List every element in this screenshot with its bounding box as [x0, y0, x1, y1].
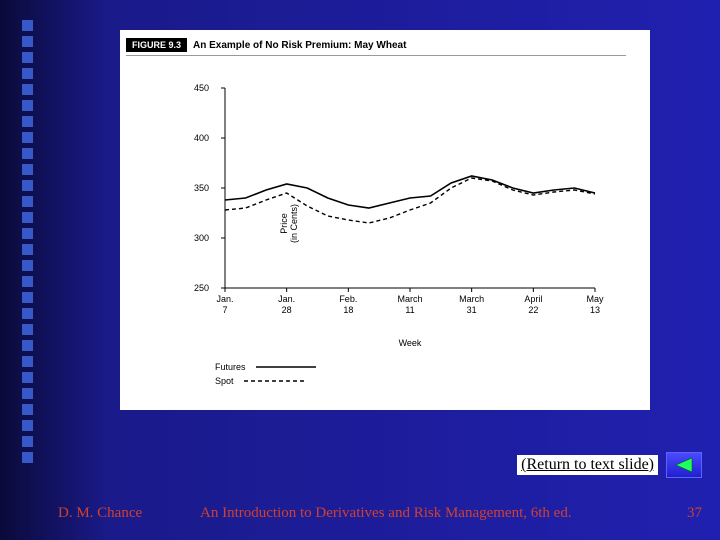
x-tick-label: Feb.18 [328, 294, 368, 316]
figure-rule [126, 55, 626, 56]
figure-header: FIGURE 9.3 An Example of No Risk Premium… [126, 36, 644, 54]
decorative-dot [22, 36, 33, 47]
footer-author: D. M. Chance [58, 505, 142, 522]
decorative-dot [22, 388, 33, 399]
decorative-dot [22, 68, 33, 79]
chart-svg [215, 78, 605, 308]
y-tick-label: 400 [181, 133, 209, 143]
legend-futures: Futures [215, 362, 316, 372]
decorative-dot [22, 356, 33, 367]
decorative-dot [22, 132, 33, 143]
y-tick-label: 350 [181, 183, 209, 193]
back-button[interactable] [666, 452, 702, 478]
decorative-dot [22, 212, 33, 223]
figure-badge: FIGURE 9.3 [126, 38, 187, 52]
y-tick-label: 300 [181, 233, 209, 243]
decorative-dot [22, 308, 33, 319]
chart-area [215, 78, 605, 308]
decorative-dot [22, 100, 33, 111]
decorative-dot [22, 180, 33, 191]
decorative-dot [22, 20, 33, 31]
x-tick-label: May13 [575, 294, 615, 316]
decorative-dots [10, 20, 50, 468]
decorative-dot [22, 292, 33, 303]
decorative-dot [22, 84, 33, 95]
decorative-dot [22, 276, 33, 287]
decorative-dot [22, 452, 33, 463]
x-tick-label: April22 [513, 294, 553, 316]
legend-futures-label: Futures [215, 362, 246, 372]
x-tick-label: March31 [452, 294, 492, 316]
decorative-dot [22, 372, 33, 383]
decorative-dot [22, 340, 33, 351]
legend-spot-label: Spot [215, 376, 234, 386]
x-tick-label: Jan.7 [205, 294, 245, 316]
footer-title: An Introduction to Derivatives and Risk … [200, 505, 572, 522]
x-tick-label: March11 [390, 294, 430, 316]
decorative-dot [22, 244, 33, 255]
decorative-dot [22, 324, 33, 335]
decorative-dot [22, 436, 33, 447]
legend-spot-line [244, 377, 304, 385]
decorative-dot [22, 116, 33, 127]
legend-futures-line [256, 363, 316, 371]
decorative-dot [22, 52, 33, 63]
decorative-dot [22, 260, 33, 271]
decorative-dot [22, 228, 33, 239]
y-tick-label: 450 [181, 83, 209, 93]
return-to-text-link[interactable]: (Return to text slide) [517, 455, 658, 475]
decorative-dot [22, 404, 33, 415]
x-axis-label: Week [380, 338, 440, 348]
x-tick-label: Jan.28 [267, 294, 307, 316]
legend-spot: Spot [215, 376, 304, 386]
y-tick-label: 250 [181, 283, 209, 293]
figure-title: An Example of No Risk Premium: May Wheat [193, 40, 406, 51]
decorative-dot [22, 420, 33, 431]
decorative-dot [22, 196, 33, 207]
decorative-dot [22, 148, 33, 159]
back-triangle-icon [674, 457, 694, 473]
footer-page: 37 [687, 505, 702, 522]
decorative-dot [22, 164, 33, 175]
